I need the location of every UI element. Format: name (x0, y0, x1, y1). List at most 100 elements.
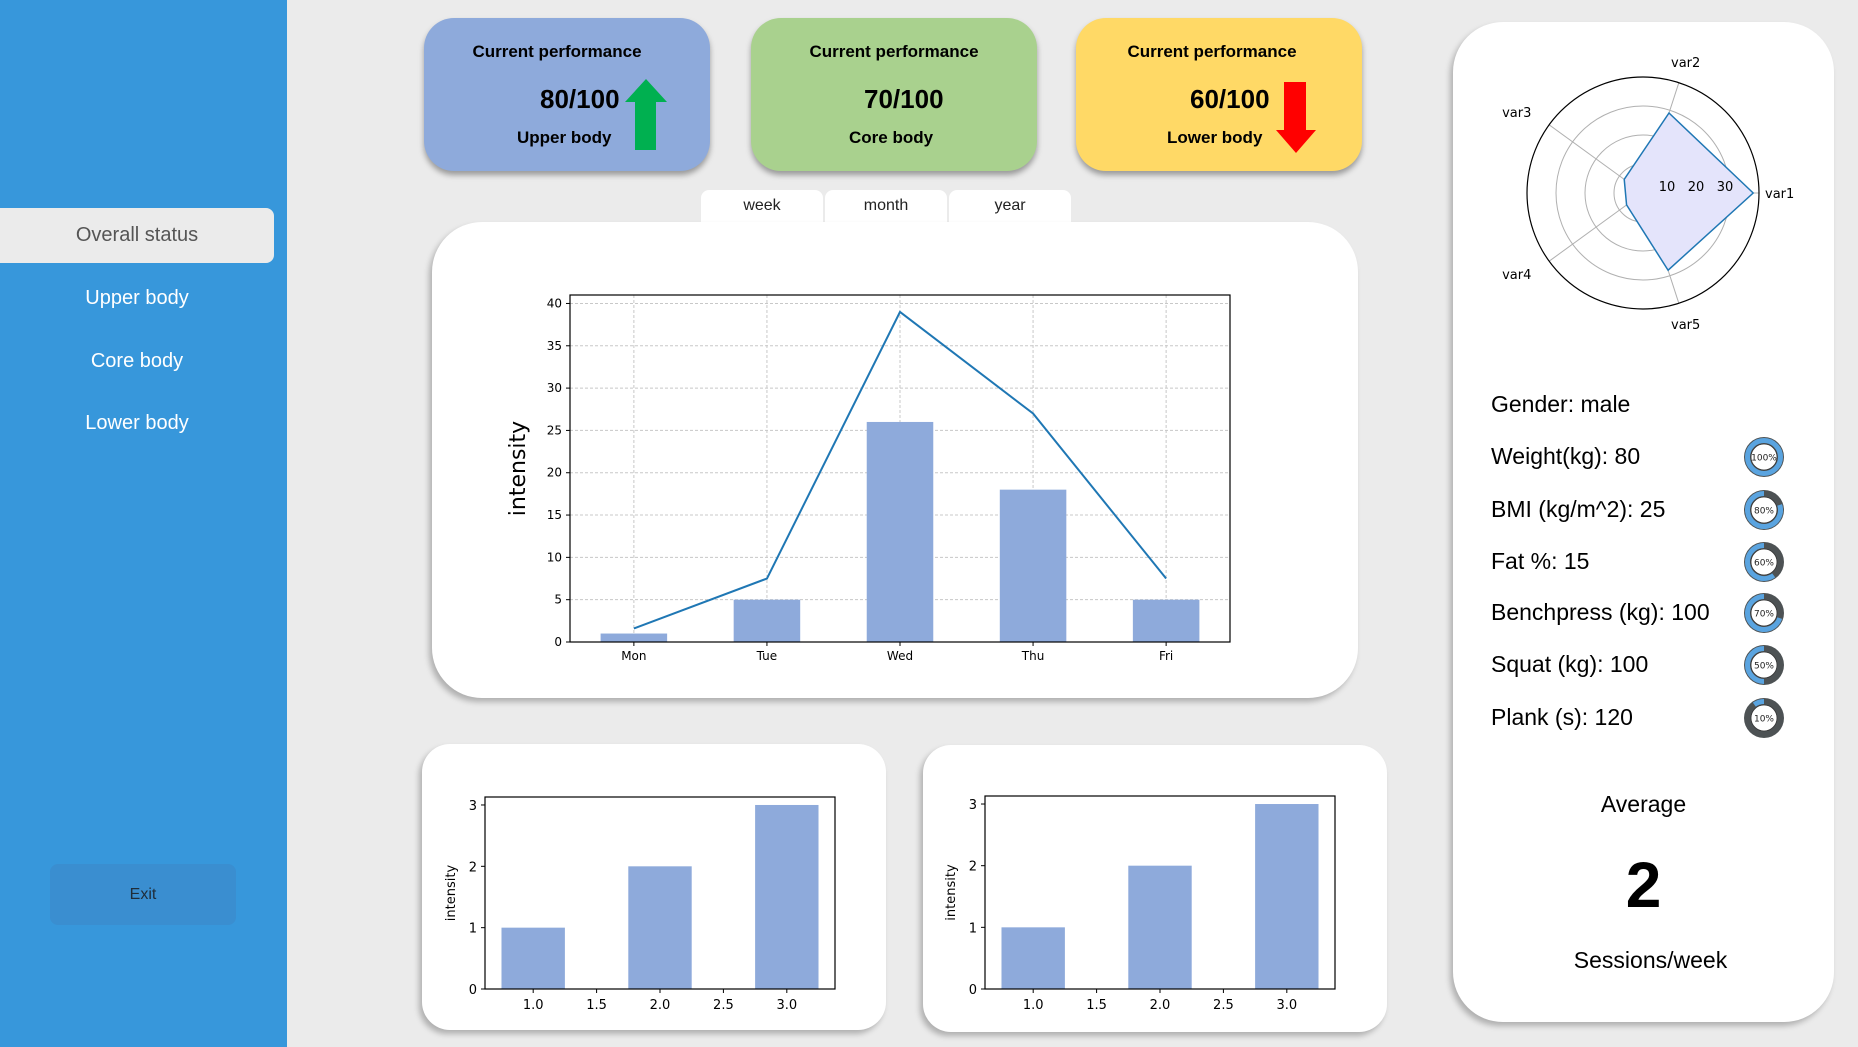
tab-week[interactable]: week (701, 190, 823, 222)
svg-text:Fri: Fri (1159, 649, 1173, 663)
tab-year[interactable]: year (949, 190, 1071, 222)
svg-text:1: 1 (469, 922, 477, 937)
bottom-right-chart-card: 0 1 2 3 1.0 1.5 2.0 2.5 3.0 intensity (923, 745, 1387, 1032)
svg-text:10: 10 (547, 550, 562, 564)
svg-text:10%: 10% (1754, 715, 1774, 725)
svg-text:var1: var1 (1765, 187, 1794, 202)
sidebar-item-label: Upper body (85, 287, 189, 309)
stat-benchpress: Benchpress (kg): 100 (1491, 599, 1710, 625)
svg-text:50%: 50% (1754, 662, 1774, 672)
svg-text:2.0: 2.0 (1150, 998, 1171, 1013)
tab-label: year (994, 197, 1026, 214)
svg-text:1.5: 1.5 (1086, 998, 1107, 1013)
svg-text:25: 25 (547, 423, 562, 437)
svg-text:3.0: 3.0 (776, 998, 797, 1013)
svg-text:3: 3 (969, 798, 977, 813)
sidebar-item-label: Overall status (75, 224, 199, 246)
svg-text:2.5: 2.5 (1213, 998, 1234, 1013)
svg-text:intensity: intensity (506, 421, 531, 516)
svg-text:Tue: Tue (756, 649, 778, 663)
svg-text:Thu: Thu (1021, 649, 1045, 663)
trend-down-arrow-icon (1276, 82, 1316, 153)
svg-text:1.0: 1.0 (1023, 998, 1044, 1013)
svg-text:35: 35 (547, 339, 562, 353)
svg-text:var5: var5 (1671, 318, 1700, 333)
svg-text:1.0: 1.0 (523, 998, 544, 1013)
svg-text:70%: 70% (1754, 610, 1774, 620)
bottom-right-bar-chart: 0 1 2 3 1.0 1.5 2.0 2.5 3.0 intensity (944, 795, 1336, 1013)
sidebar-item-lower-body[interactable]: Lower body (0, 396, 274, 451)
kpi-label: Lower body (1167, 128, 1263, 147)
sidebar-item-label: Core body (90, 350, 184, 372)
bottom-left-bar-chart: 0 1 2 3 1.0 1.5 2.0 2.5 3.0 intensity (444, 796, 836, 1013)
sidebar-item-label: Lower body (85, 412, 189, 434)
sidebar-item-upper-body[interactable]: Upper body (0, 271, 274, 326)
svg-text:1.5: 1.5 (586, 998, 607, 1013)
stat-weight: Weight(kg): 80 (1491, 443, 1641, 469)
stat-squat: Squat (kg): 100 (1491, 651, 1649, 677)
kpi-title: Current performance (472, 42, 642, 61)
progress-donut-squat-icon: 50% (1744, 645, 1784, 685)
average-value: 2 (1625, 849, 1662, 921)
svg-text:0: 0 (969, 983, 977, 998)
radar-chart: 10 20 30 var1 var2 var3 var4 var5 (1502, 56, 1794, 333)
tab-label: week (743, 197, 781, 214)
average-title: Average (1600, 791, 1687, 817)
svg-text:30: 30 (547, 381, 562, 395)
svg-text:15: 15 (547, 508, 562, 522)
kpi-label: Core body (849, 128, 934, 147)
svg-text:20: 20 (1688, 180, 1705, 195)
kpi-card-lower-body: Current performance 60/100 Lower body (1076, 18, 1362, 171)
stat-plank: Plank (s): 120 (1491, 704, 1633, 730)
kpi-title: Current performance (809, 42, 979, 61)
bottom-left-chart-card: 0 1 2 3 1.0 1.5 2.0 2.5 3.0 intensity (422, 744, 886, 1030)
progress-donut-weight-icon: 100% (1744, 437, 1784, 477)
kpi-value: 80/100 (540, 84, 620, 114)
exit-label: Exit (129, 885, 157, 903)
stat-fat: Fat %: 15 (1491, 548, 1590, 574)
kpi-card-core-body: Current performance 70/100 Core body (751, 18, 1037, 171)
kpi-value: 60/100 (1190, 84, 1270, 114)
svg-text:2.0: 2.0 (650, 998, 671, 1013)
progress-donut-plank-icon: 10% (1744, 698, 1784, 738)
svg-text:2.5: 2.5 (713, 998, 734, 1013)
svg-text:100%: 100% (1751, 454, 1777, 464)
svg-text:var4: var4 (1502, 268, 1531, 283)
svg-text:60%: 60% (1754, 559, 1774, 569)
svg-text:20: 20 (547, 466, 562, 480)
svg-text:5: 5 (554, 593, 562, 607)
svg-text:80%: 80% (1754, 507, 1774, 517)
trend-up-arrow-icon (625, 79, 667, 150)
main-chart-card: 0 5 10 15 20 25 30 35 40 Mon Tue Wed Thu Fri intensity (432, 222, 1358, 698)
sidebar-item-core-body[interactable]: Core body (0, 334, 274, 389)
svg-text:Wed: Wed (887, 649, 913, 663)
svg-text:1: 1 (969, 921, 977, 936)
stat-bmi: BMI (kg/m^2): 25 (1491, 496, 1666, 522)
tab-month[interactable]: month (825, 190, 947, 222)
svg-text:2: 2 (969, 860, 977, 875)
svg-text:10: 10 (1659, 180, 1676, 195)
svg-text:40: 40 (547, 296, 562, 310)
sidebar-item-overall-status[interactable]: Overall status (0, 208, 274, 263)
svg-text:intensity: intensity (444, 865, 459, 922)
stat-gender: Gender: male (1491, 391, 1631, 417)
svg-text:var2: var2 (1671, 56, 1700, 71)
svg-text:intensity: intensity (944, 864, 959, 921)
sidebar: Overall status Upper body Core body Lowe… (0, 0, 287, 1047)
svg-text:2: 2 (469, 860, 477, 875)
kpi-value: 70/100 (864, 84, 944, 114)
weekly-intensity-chart: 0 5 10 15 20 25 30 35 40 Mon Tue Wed Thu Fri intensity (506, 294, 1231, 663)
svg-text:3: 3 (469, 799, 477, 814)
progress-donut-bmi-icon: 80% (1744, 490, 1784, 530)
svg-text:0: 0 (469, 983, 477, 998)
kpi-title: Current performance (1127, 42, 1297, 61)
svg-text:Mon: Mon (621, 649, 646, 663)
progress-donut-benchpress-icon: 70% (1744, 593, 1784, 633)
average-unit: Sessions/week (1573, 947, 1728, 973)
svg-text:var3: var3 (1502, 106, 1531, 121)
svg-text:0: 0 (554, 635, 562, 649)
exit-button[interactable]: Exit (50, 864, 236, 925)
progress-donut-fat-icon: 60% (1744, 542, 1784, 582)
kpi-label: Upper body (517, 128, 612, 147)
kpi-card-upper-body: Current performance 80/100 Upper body (424, 18, 710, 171)
